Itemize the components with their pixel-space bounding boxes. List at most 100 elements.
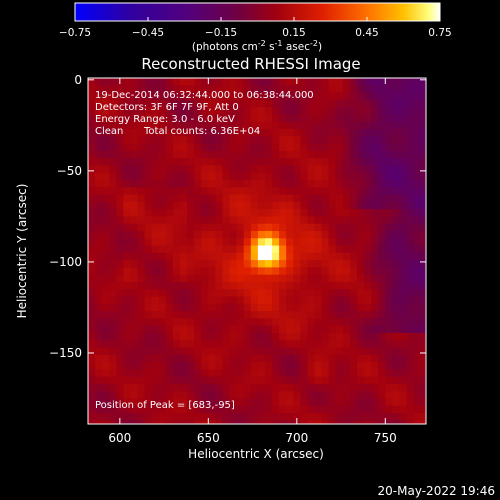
heatmap-cell: [413, 165, 422, 174]
heatmap-cell: [300, 369, 309, 378]
heatmap-cell: [144, 347, 153, 356]
heatmap-cell: [222, 289, 231, 298]
heatmap-cell: [335, 362, 344, 370]
heatmap-cell: [123, 252, 132, 261]
heatmap-cell: [371, 391, 379, 400]
heatmap-cell: [109, 413, 117, 421]
heatmap-cell: [279, 121, 287, 130]
heatmap-cell: [406, 150, 415, 159]
heatmap-cell: [236, 274, 245, 283]
heatmap-cell: [307, 92, 316, 101]
heatmap-cell: [180, 260, 188, 268]
heatmap-cell: [356, 332, 365, 341]
heatmap-cell: [279, 194, 287, 203]
heatmap-cell: [385, 260, 393, 268]
heatmap-cell: [137, 187, 146, 196]
heatmap-cell: [385, 223, 393, 232]
heatmap-cell: [371, 172, 379, 181]
heatmap-cell: [130, 267, 139, 276]
heatmap-cell: [321, 107, 330, 116]
heatmap-cell: [399, 369, 408, 378]
detectors-annotation: Detectors: 3F 6F 7F 9F, Att 0: [95, 102, 239, 113]
heatmap-cell: [264, 92, 273, 101]
heatmap-cell: [420, 376, 426, 385]
heatmap-cell: [137, 420, 146, 424]
heatmap-cell: [420, 260, 426, 268]
heatmap-cell: [222, 114, 231, 123]
heatmap-cell: [236, 238, 245, 247]
heatmap-cell: [102, 405, 110, 414]
heatmap-cell: [180, 398, 188, 407]
heatmap-cell: [356, 223, 365, 232]
heatmap-cell: [342, 274, 351, 283]
y-tick-label: −100: [49, 255, 82, 269]
heatmap-cell: [328, 136, 337, 145]
heatmap-cell: [272, 143, 280, 152]
heatmap-cell: [222, 128, 231, 137]
heatmap-cell: [88, 296, 96, 305]
heatmap-cell: [342, 420, 351, 424]
heatmap-cell: [413, 260, 422, 268]
heatmap-cell: [328, 274, 337, 283]
heatmap-cell: [88, 114, 96, 123]
heatmap-cell: [165, 78, 174, 86]
heatmap-cell: [257, 136, 266, 145]
heatmap-cell: [279, 230, 287, 239]
heatmap-cell: [165, 332, 174, 341]
heatmap-cell: [342, 289, 351, 298]
heatmap-cell: [172, 340, 181, 349]
heatmap-cell: [116, 158, 124, 167]
heatmap-cell: [215, 391, 224, 400]
heatmap-cell: [342, 150, 351, 159]
heatmap-cell: [180, 376, 188, 385]
heatmap-cell: [257, 201, 266, 210]
heatmap-cell: [293, 223, 301, 232]
heatmap-cell: [272, 150, 280, 159]
heatmap-cell: [328, 107, 337, 116]
heatmap-cell: [371, 369, 379, 378]
heatmap-cell: [102, 267, 110, 276]
heatmap-cell: [342, 332, 351, 341]
heatmap-cell: [342, 340, 351, 349]
heatmap-cell: [392, 332, 401, 341]
heatmap-cell: [116, 121, 124, 130]
heatmap-cell: [314, 347, 323, 356]
heatmap-cell: [187, 260, 195, 268]
heatmap-cell: [342, 230, 351, 239]
heatmap-cell: [123, 194, 132, 203]
heatmap-cell: [321, 165, 330, 174]
heatmap-cell: [137, 260, 146, 268]
heatmap-cell: [392, 413, 401, 421]
heatmap-cell: [264, 85, 273, 94]
heatmap-cell: [236, 391, 245, 400]
heatmap-cell: [335, 398, 344, 407]
heatmap-cell: [264, 413, 273, 421]
heatmap-cell: [144, 223, 153, 232]
heatmap-cell: [109, 383, 117, 392]
heatmap-cell: [286, 383, 294, 392]
heatmap-cell: [286, 99, 294, 108]
heatmap-cell: [180, 172, 188, 181]
heatmap-cell: [279, 289, 287, 298]
heatmap-cell: [250, 413, 259, 421]
heatmap-cell: [116, 354, 124, 363]
heatmap-cell: [272, 230, 280, 239]
heatmap-cell: [144, 92, 153, 101]
heatmap-cell: [151, 391, 160, 400]
heatmap-cell: [420, 274, 426, 283]
heatmap-cell: [307, 260, 316, 268]
heatmap-cell: [165, 172, 174, 181]
heatmap-cell: [413, 238, 422, 247]
heatmap-cell: [187, 347, 195, 356]
heatmap-cell: [307, 274, 316, 283]
heatmap-cell: [279, 347, 287, 356]
heatmap-cell: [342, 318, 351, 327]
heatmap-cell: [300, 274, 309, 283]
heatmap-cell: [243, 376, 252, 385]
heatmap-cell: [279, 172, 287, 181]
heatmap-cell: [151, 398, 160, 407]
heatmap-cell: [399, 296, 408, 305]
heatmap-cell: [342, 347, 351, 356]
heatmap-cell: [413, 354, 422, 363]
heatmap-cell: [194, 179, 202, 188]
